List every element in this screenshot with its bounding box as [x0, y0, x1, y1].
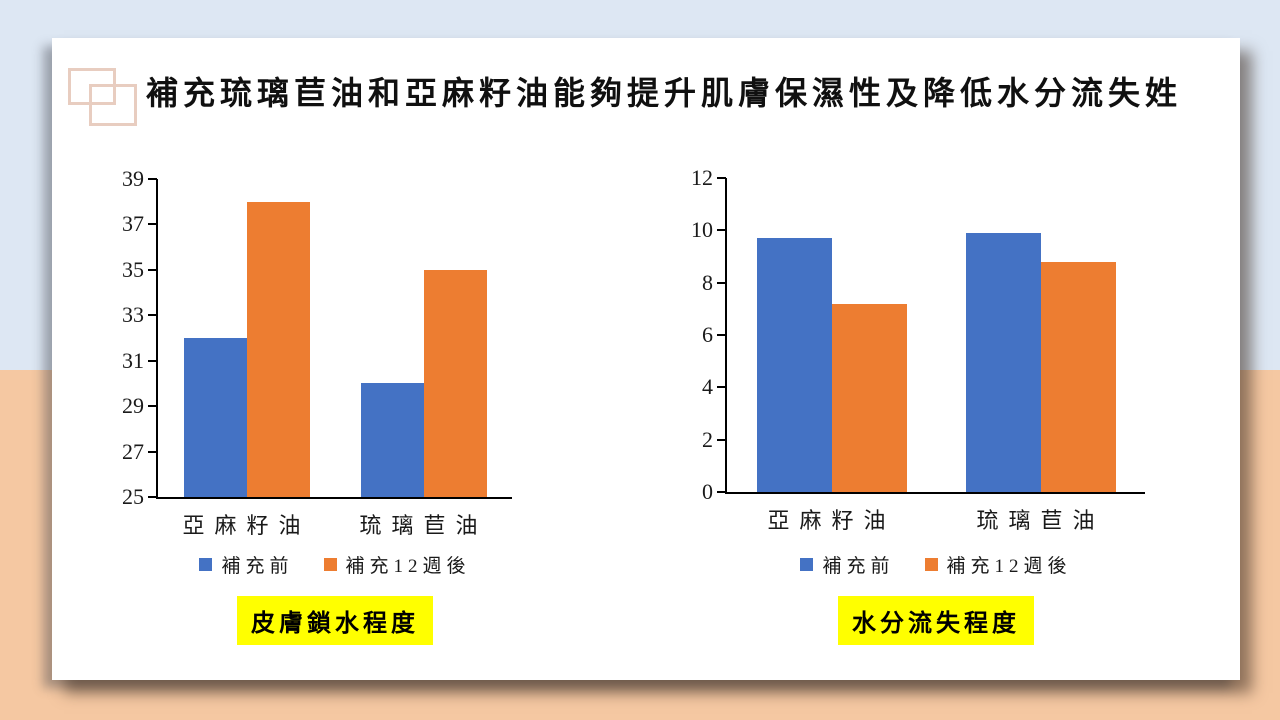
bar-補充12週後-琉璃苣油 — [423, 269, 487, 497]
y-tick-label: 0 — [702, 479, 713, 504]
y-tick-mark — [717, 491, 726, 493]
y-tick-mark — [717, 177, 726, 179]
x-category-label: 琉璃苣油 — [976, 508, 1105, 533]
y-tick-mark — [717, 229, 726, 232]
y-tick-label: 31 — [122, 347, 144, 373]
y-tick-mark — [148, 268, 157, 271]
bar-補充12週後-亞麻籽油 — [831, 303, 907, 492]
bar-補充前-亞麻籽油 — [756, 238, 832, 492]
y-tick-label: 4 — [702, 374, 713, 400]
legend-swatch-blue — [199, 557, 213, 571]
legend-item-after12weeks: 補充12週後 — [924, 551, 1072, 578]
legend-label: 補充12週後 — [345, 555, 471, 577]
y-tick-label: 27 — [122, 438, 144, 464]
x-category-label: 亞麻籽油 — [767, 508, 896, 533]
bar-補充12週後-琉璃苣油 — [1040, 261, 1116, 492]
legend-label: 補充前 — [822, 555, 895, 577]
y-tick-mark — [148, 405, 157, 408]
y-axis-line — [156, 179, 158, 499]
chart-caption-skin-moisture: 皮膚鎖水程度 — [237, 596, 433, 645]
right-caption-wrap: 水分流失程度 — [727, 596, 1145, 645]
y-tick-mark — [148, 178, 157, 180]
y-tick-label: 6 — [702, 322, 713, 347]
legend-item-after12weeks: 補充12週後 — [323, 551, 471, 578]
legend-swatch-orange — [924, 557, 938, 571]
y-tick-mark — [148, 359, 157, 362]
bar-補充前-亞麻籽油 — [183, 338, 247, 497]
y-tick-label: 8 — [702, 269, 713, 295]
legend-label: 補充12週後 — [946, 555, 1072, 577]
y-tick-label: 25 — [122, 484, 144, 509]
chart-caption-water-loss: 水分流失程度 — [838, 596, 1034, 645]
legend-item-before: 補充前 — [800, 551, 894, 578]
y-tick-mark — [148, 314, 157, 317]
y-tick-label: 10 — [691, 217, 713, 243]
legend-left-chart: 補充前 補充12週後 — [158, 549, 512, 579]
y-tick-mark — [148, 450, 157, 453]
legend-item-before: 補充前 — [199, 551, 293, 578]
x-category-label: 琉璃苣油 — [359, 513, 488, 538]
y-tick-mark — [148, 223, 157, 226]
y-tick-label: 2 — [702, 426, 713, 452]
y-tick-mark — [717, 281, 726, 284]
slide-title: 補充琉璃苣油和亞麻籽油能夠提升肌膚保濕性及降低水分流失姓 — [146, 75, 1183, 111]
legend-swatch-blue — [800, 557, 814, 571]
y-tick-label: 29 — [122, 393, 144, 419]
deco-square-front — [89, 84, 137, 126]
y-tick-label: 37 — [122, 211, 144, 237]
bar-補充12週後-亞麻籽油 — [246, 201, 310, 497]
y-tick-mark — [717, 334, 726, 336]
x-axis-line — [725, 492, 1145, 494]
x-category-label: 亞麻籽油 — [182, 513, 311, 538]
y-tick-mark — [717, 438, 726, 441]
legend-right-chart: 補充前 補充12週後 — [727, 549, 1145, 579]
y-tick-label: 39 — [122, 166, 144, 191]
left-caption-wrap: 皮膚鎖水程度 — [158, 596, 512, 645]
y-tick-label: 12 — [691, 165, 713, 190]
y-tick-mark — [148, 496, 157, 498]
y-tick-label: 33 — [122, 302, 144, 328]
legend-label: 補充前 — [221, 555, 294, 577]
bar-補充前-琉璃苣油 — [360, 383, 424, 497]
legend-swatch-orange — [323, 557, 337, 571]
y-axis-line — [725, 178, 727, 494]
bar-補充前-琉璃苣油 — [965, 232, 1041, 492]
y-tick-label: 35 — [122, 256, 144, 282]
y-tick-mark — [717, 386, 726, 389]
x-axis-line — [156, 497, 512, 499]
